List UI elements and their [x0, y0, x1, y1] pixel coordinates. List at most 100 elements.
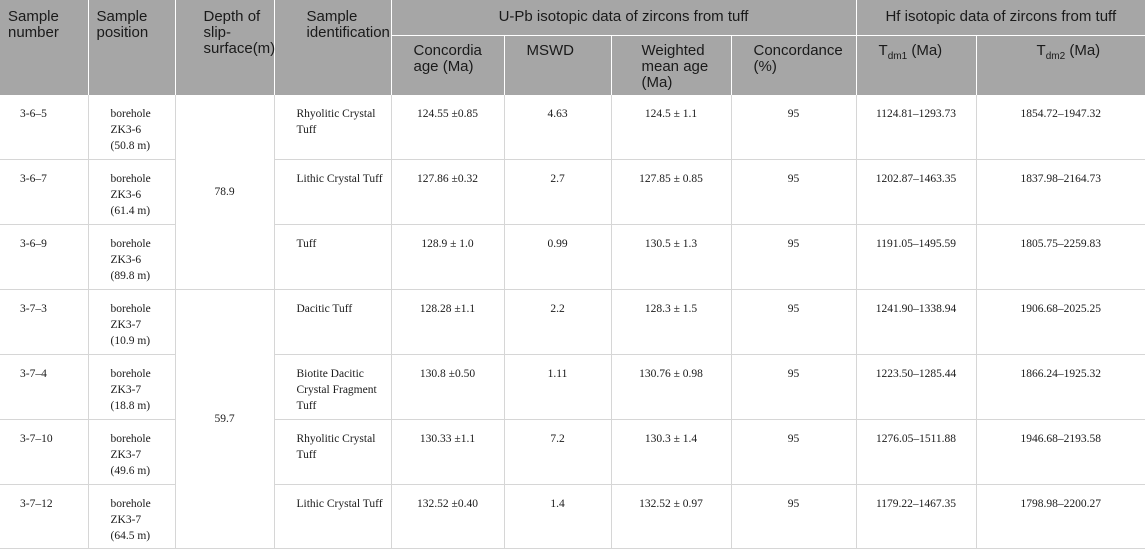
- tdm2-value: 1906.68–2025.25: [976, 289, 1145, 355]
- concordia-age: 124.55 ±0.85: [391, 95, 505, 160]
- header-upb-group: U-Pb isotopic data of zircons from tuff: [391, 0, 857, 36]
- position-line: borehole: [110, 368, 151, 380]
- table-row: 3-7–10 borehole ZK3-7 (49.6 m) Rhyolitic C…: [0, 419, 1145, 485]
- header-concordance: Concordance (%): [731, 35, 857, 95]
- header-sample-position: Sample position: [88, 0, 176, 95]
- tdm1-value: 1179.22–1467.35: [856, 484, 977, 549]
- mswd-value: 1.4: [504, 484, 612, 549]
- header-weighted-mean-age: Weighted mean age (Ma): [611, 35, 732, 95]
- sample-identification: Lithic Crystal Tuff: [274, 159, 392, 225]
- concordia-age: 132.52 ±0.40: [391, 484, 505, 549]
- mswd-value: 1.11: [504, 354, 612, 420]
- position-line: borehole: [110, 173, 151, 185]
- sample-number: 3-7–4: [0, 354, 89, 420]
- tdm2-value: 1866.24–1925.32: [976, 354, 1145, 420]
- sample-position: borehole ZK3-7 (18.8 m): [88, 354, 176, 420]
- tdm2-value: 1946.68–2193.58: [976, 419, 1145, 485]
- tdm2-value: 1854.72–1947.32: [976, 95, 1145, 160]
- mswd-value: 4.63: [504, 95, 612, 160]
- weighted-mean-age: 127.85 ± 0.85: [611, 159, 732, 225]
- weighted-mean-age: 130.3 ± 1.4: [611, 419, 732, 485]
- weighted-mean-age: 132.52 ± 0.97: [611, 484, 732, 549]
- mswd-value: 0.99: [504, 224, 612, 290]
- position-line: (64.5 m): [110, 530, 151, 542]
- tdm1-base: T: [878, 42, 888, 59]
- sample-number: 3-7–10: [0, 419, 89, 485]
- header-concordia-age: Concordia age (Ma): [391, 35, 505, 95]
- sample-position: borehole ZK3-6 (89.8 m): [88, 224, 176, 290]
- position-line: ZK3-6: [110, 189, 142, 201]
- mswd-value: 2.2: [504, 289, 612, 355]
- header-tdm1: Tdm1 (Ma): [856, 35, 977, 95]
- position-line: ZK3-7: [110, 319, 142, 331]
- position-line: borehole: [110, 303, 151, 315]
- tdm1-unit: (Ma): [907, 42, 943, 59]
- position-line: (49.6 m): [110, 465, 151, 477]
- position-line: borehole: [110, 498, 151, 510]
- sample-position: borehole ZK3-6 (50.8 m): [88, 95, 176, 160]
- tdm1-value: 1191.05–1495.59: [856, 224, 977, 290]
- depth-value: 59.7: [175, 289, 275, 549]
- position-line: ZK3-6: [110, 124, 142, 136]
- tdm2-base: T: [1036, 42, 1046, 59]
- tdm2-sub: dm2: [1045, 51, 1066, 62]
- concordance-value: 95: [731, 159, 857, 225]
- concordance-value: 95: [731, 354, 857, 420]
- position-line: ZK3-6: [110, 254, 142, 266]
- depth-value: 78.9: [175, 95, 275, 290]
- concordance-value: 95: [731, 95, 857, 160]
- tdm2-value: 1837.98–2164.73: [976, 159, 1145, 225]
- weighted-mean-age: 130.5 ± 1.3: [611, 224, 732, 290]
- tdm1-value: 1124.81–1293.73: [856, 95, 977, 160]
- table-row: 3-6–5 borehole ZK3-6 (50.8 m) 78.9 Rhyolit…: [0, 95, 1145, 290]
- header-hf-group: Hf isotopic data of zircons from tuff: [856, 0, 1145, 36]
- sample-number: 3-7–12: [0, 484, 89, 549]
- mswd-value: 2.7: [504, 159, 612, 225]
- concordance-value: 95: [731, 289, 857, 355]
- sample-identification: Biotite Dacitic Crystal Fragment Tuff: [274, 354, 392, 420]
- header-sample-identification: Sample identification: [274, 0, 392, 95]
- concordia-age: 128.28 ±1.1: [391, 289, 505, 355]
- sample-identification: Lithic Crystal Tuff: [274, 484, 392, 549]
- concordia-age: 128.9 ± 1.0: [391, 224, 505, 290]
- sample-number: 3-7–3: [0, 289, 89, 355]
- sample-position: borehole ZK3-6 (61.4 m): [88, 159, 176, 225]
- concordia-age: 127.86 ±0.32: [391, 159, 505, 225]
- concordance-value: 95: [731, 419, 857, 485]
- mswd-value: 7.2: [504, 419, 612, 485]
- position-line: borehole: [110, 238, 151, 250]
- sample-number: 3-6–7: [0, 159, 89, 225]
- tdm2-value: 1805.75–2259.83: [976, 224, 1145, 290]
- table-row: 3-6–7 borehole ZK3-6 (61.4 m) Lithic Cryst…: [0, 159, 1145, 225]
- position-line: ZK3-7: [110, 384, 142, 396]
- table-row: 3-7–4 borehole ZK3-7 (18.8 m) Biotite Daci…: [0, 354, 1145, 420]
- position-line: (50.8 m): [110, 140, 151, 152]
- position-line: (89.8 m): [110, 270, 151, 282]
- sample-identification: Rhyolitic Crystal Tuff: [274, 95, 392, 160]
- table-row: 3-7–12 borehole ZK3-7 (64.5 m) Lithic Crys…: [0, 484, 1145, 549]
- position-line: (18.8 m): [110, 400, 151, 412]
- weighted-mean-age: 124.5 ± 1.1: [611, 95, 732, 160]
- sample-number: 3-6–5: [0, 95, 89, 160]
- position-line: ZK3-7: [110, 514, 142, 526]
- tdm1-sub: dm1: [887, 51, 908, 62]
- weighted-mean-age: 128.3 ± 1.5: [611, 289, 732, 355]
- sample-identification: Rhyolitic Crystal Tuff: [274, 419, 392, 485]
- tdm1-value: 1241.90–1338.94: [856, 289, 977, 355]
- position-line: (61.4 m): [110, 205, 151, 217]
- tdm2-value: 1798.98–2200.27: [976, 484, 1145, 549]
- tdm1-value: 1202.87–1463.35: [856, 159, 977, 225]
- position-line: borehole: [110, 433, 151, 445]
- header-depth: Depth of slip-surface(m): [175, 0, 275, 95]
- position-line: (10.9 m): [110, 335, 151, 347]
- sample-identification: Tuff: [274, 224, 392, 290]
- header-mswd: MSWD: [504, 35, 612, 95]
- position-line: ZK3-7: [110, 449, 142, 461]
- concordia-age: 130.8 ±0.50: [391, 354, 505, 420]
- table-row: 3-7–3 borehole ZK3-7 (10.9 m) 59.7 Dacitic…: [0, 289, 1145, 549]
- concordia-age: 130.33 ±1.1: [391, 419, 505, 485]
- concordance-value: 95: [731, 224, 857, 290]
- tdm2-unit: (Ma): [1065, 42, 1101, 59]
- weighted-mean-age: 130.76 ± 0.98: [611, 354, 732, 420]
